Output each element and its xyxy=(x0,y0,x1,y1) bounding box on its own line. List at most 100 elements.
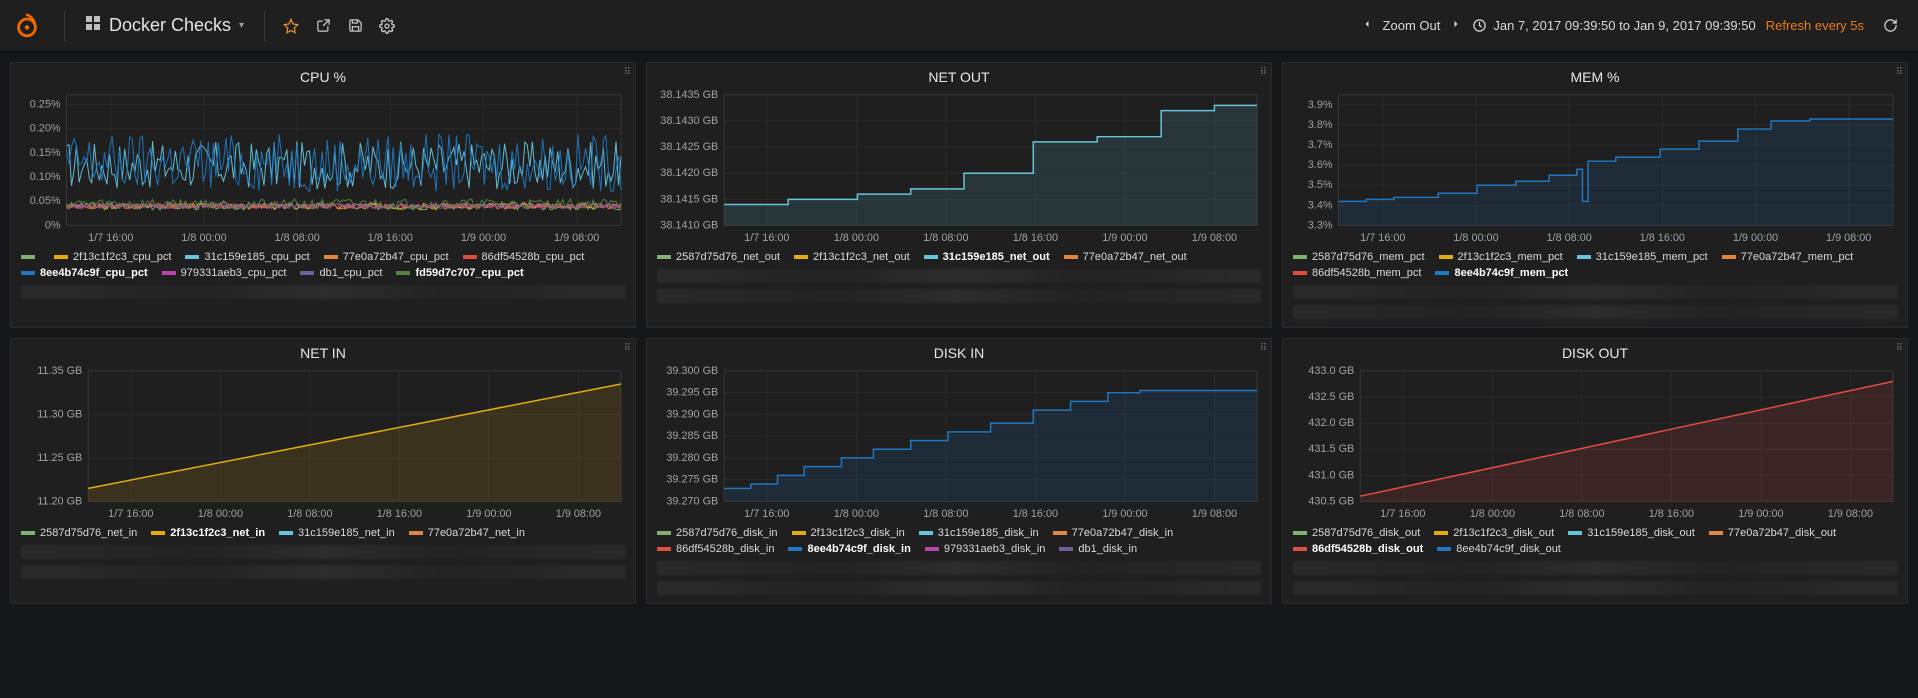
legend-overflow xyxy=(21,285,625,299)
legend-overflow xyxy=(21,545,625,559)
legend-item[interactable]: db1_cpu_pct xyxy=(300,267,382,279)
svg-text:1/9 08:00: 1/9 08:00 xyxy=(1826,232,1871,244)
legend-item[interactable]: 8ee4b74c9f_cpu_pct xyxy=(21,267,148,279)
svg-text:431.5 GB: 431.5 GB xyxy=(1308,443,1354,455)
chart-mem[interactable]: 3.3%3.4%3.5%3.6%3.7%3.8%3.9%1/7 16:001/8… xyxy=(1291,89,1899,247)
legend-item[interactable]: 2f13c1f2c3_net_out xyxy=(794,251,910,263)
panel-drag-handle[interactable]: ⠿ xyxy=(1896,343,1901,354)
zoom-out-label: Zoom Out xyxy=(1383,18,1441,33)
legend-item[interactable]: 8ee4b74c9f_disk_out xyxy=(1437,543,1561,555)
legend-swatch xyxy=(788,547,802,551)
panel-drag-handle[interactable]: ⠿ xyxy=(1260,67,1265,78)
legend-item[interactable]: 31c159e185_disk_in xyxy=(919,527,1039,539)
svg-text:1/9 00:00: 1/9 00:00 xyxy=(1102,232,1147,244)
save-button[interactable] xyxy=(339,10,371,42)
svg-text:1/7 16:00: 1/7 16:00 xyxy=(108,508,153,520)
legend-item[interactable]: 979331aeb3_cpu_pct xyxy=(162,267,287,279)
legend-swatch xyxy=(279,531,293,535)
legend-swatch xyxy=(792,531,806,535)
svg-text:0%: 0% xyxy=(45,219,61,231)
legend-label: 77e0a72b47_cpu_pct xyxy=(343,251,449,263)
legend-item[interactable]: 77e0a72b47_net_out xyxy=(1064,251,1187,263)
star-button[interactable] xyxy=(275,10,307,42)
svg-text:1/8 16:00: 1/8 16:00 xyxy=(1013,232,1058,244)
legend-item[interactable]: 86df54528b_disk_in xyxy=(657,543,774,555)
legend-item[interactable]: 77e0a72b47_cpu_pct xyxy=(324,251,449,263)
panel-drag-handle[interactable]: ⠿ xyxy=(1896,67,1901,78)
zoom-out-button[interactable]: Zoom Out xyxy=(1383,18,1441,33)
svg-text:38.1410 GB: 38.1410 GB xyxy=(660,219,718,231)
separator xyxy=(264,11,265,41)
refresh-now-button[interactable] xyxy=(1874,10,1906,42)
svg-text:38.1430 GB: 38.1430 GB xyxy=(660,115,718,127)
time-back-button[interactable] xyxy=(1361,18,1373,33)
legend-item[interactable]: 8ee4b74c9f_mem_pct xyxy=(1435,267,1568,279)
settings-button[interactable] xyxy=(371,10,403,42)
legend-item[interactable]: 77e0a72b47_net_in xyxy=(409,527,525,539)
svg-text:1/8 08:00: 1/8 08:00 xyxy=(1547,232,1592,244)
legend-item[interactable]: 2f13c1f2c3_cpu_pct xyxy=(54,251,171,263)
legend-item[interactable]: 77e0a72b47_disk_out xyxy=(1709,527,1836,539)
legend-swatch xyxy=(919,531,933,535)
legend-item[interactable]: 2587d75d76_disk_out xyxy=(1293,527,1420,539)
panel-drag-handle[interactable]: ⠿ xyxy=(624,343,629,354)
svg-text:431.0 GB: 431.0 GB xyxy=(1308,469,1354,481)
legend-item[interactable]: 31c159e185_disk_out xyxy=(1568,527,1695,539)
legend-swatch xyxy=(1293,255,1307,259)
legend-item[interactable]: 2f13c1f2c3_disk_out xyxy=(1434,527,1554,539)
legend-overflow xyxy=(657,581,1261,595)
time-forward-button[interactable] xyxy=(1450,18,1462,33)
legend-item[interactable]: 2587d75d76_net_in xyxy=(21,527,137,539)
legend-label: 77e0a72b47_net_in xyxy=(428,527,525,539)
panel-title: MEM % xyxy=(1291,69,1899,85)
legend-item[interactable]: 8ee4b74c9f_disk_in xyxy=(788,543,910,555)
legend-mem: 2587d75d76_mem_pct 2f13c1f2c3_mem_pct 31… xyxy=(1291,247,1899,319)
panel-drag-handle[interactable]: ⠿ xyxy=(1260,343,1265,354)
legend-item[interactable]: db1_disk_in xyxy=(1059,543,1137,555)
legend-swatch xyxy=(1577,255,1591,259)
legend-swatch xyxy=(1293,531,1307,535)
refresh-interval-picker[interactable]: Refresh every 5s xyxy=(1766,18,1864,33)
refresh-interval-label: Refresh every 5s xyxy=(1766,18,1864,33)
legend-item[interactable]: fd59d7c707_cpu_pct xyxy=(396,267,523,279)
legend-item[interactable] xyxy=(21,251,40,263)
legend-label: 86df54528b_disk_out xyxy=(1312,543,1423,555)
legend-item[interactable]: 979331aeb3_disk_in xyxy=(925,543,1046,555)
chart-diskout[interactable]: 430.5 GB431.0 GB431.5 GB432.0 GB432.5 GB… xyxy=(1291,365,1899,523)
legend-item[interactable]: 2f13c1f2c3_mem_pct xyxy=(1439,251,1563,263)
grafana-logo[interactable] xyxy=(12,11,42,41)
chart-netin[interactable]: 11.20 GB11.25 GB11.30 GB11.35 GB1/7 16:0… xyxy=(19,365,627,523)
legend-item[interactable]: 31c159e185_mem_pct xyxy=(1577,251,1708,263)
legend-item[interactable]: 86df54528b_disk_out xyxy=(1293,543,1423,555)
dashboard-picker[interactable]: Docker Checks ▾ xyxy=(75,9,254,42)
legend-item[interactable]: 77e0a72b47_disk_in xyxy=(1053,527,1174,539)
legend-label: 2587d75d76_disk_out xyxy=(1312,527,1420,539)
svg-text:1/8 16:00: 1/8 16:00 xyxy=(377,508,422,520)
legend-swatch xyxy=(794,255,808,259)
svg-text:1/9 00:00: 1/9 00:00 xyxy=(461,232,506,244)
legend-item[interactable]: 31c159e185_net_in xyxy=(279,527,395,539)
legend-label: 31c159e185_mem_pct xyxy=(1596,251,1708,263)
legend-item[interactable]: 31c159e185_cpu_pct xyxy=(185,251,309,263)
legend-item[interactable]: 77e0a72b47_mem_pct xyxy=(1722,251,1854,263)
legend-swatch xyxy=(1439,255,1453,259)
chart-netout[interactable]: 38.1410 GB38.1415 GB38.1420 GB38.1425 GB… xyxy=(655,89,1263,247)
panel-drag-handle[interactable]: ⠿ xyxy=(624,67,629,78)
legend-item[interactable]: 86df54528b_cpu_pct xyxy=(463,251,585,263)
share-button[interactable] xyxy=(307,10,339,42)
chart-diskin[interactable]: 39.270 GB39.275 GB39.280 GB39.285 GB39.2… xyxy=(655,365,1263,523)
svg-text:38.1415 GB: 38.1415 GB xyxy=(660,193,718,205)
time-range-picker[interactable]: Jan 7, 2017 09:39:50 to Jan 9, 2017 09:3… xyxy=(1472,18,1755,33)
panel-cpu: ⠿ CPU % 0%0.05%0.10%0.15%0.20%0.25%1/7 1… xyxy=(10,62,636,328)
legend-netin: 2587d75d76_net_in 2f13c1f2c3_net_in 31c1… xyxy=(19,523,627,579)
legend-item[interactable]: 2587d75d76_net_out xyxy=(657,251,780,263)
svg-text:1/8 16:00: 1/8 16:00 xyxy=(1649,508,1694,520)
legend-item[interactable]: 31c159e185_net_out xyxy=(924,251,1050,263)
legend-item[interactable]: 2587d75d76_mem_pct xyxy=(1293,251,1425,263)
legend-item[interactable]: 2f13c1f2c3_net_in xyxy=(151,527,265,539)
svg-text:1/7 16:00: 1/7 16:00 xyxy=(1380,508,1425,520)
chart-cpu[interactable]: 0%0.05%0.10%0.15%0.20%0.25%1/7 16:001/8 … xyxy=(19,89,627,247)
legend-item[interactable]: 2587d75d76_disk_in xyxy=(657,527,778,539)
legend-item[interactable]: 2f13c1f2c3_disk_in xyxy=(792,527,905,539)
legend-item[interactable]: 86df54528b_mem_pct xyxy=(1293,267,1421,279)
